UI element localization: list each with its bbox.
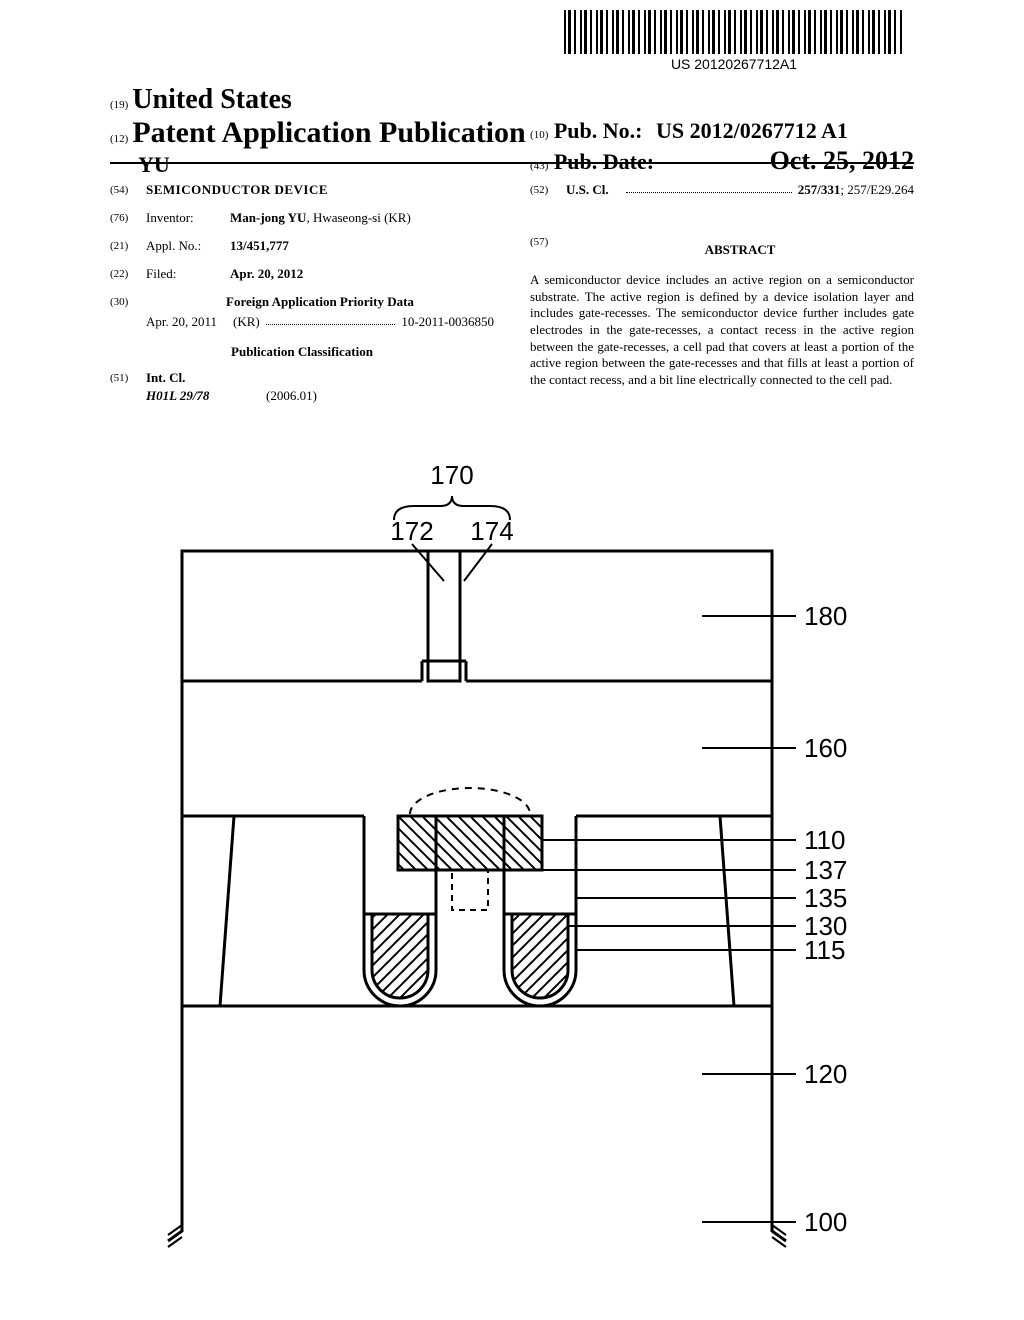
uscl-idx: (52) — [530, 182, 566, 198]
pub-right-block: (10) Pub. No.: US 2012/0267712 A1 (43) P… — [530, 118, 914, 176]
barcode-block: US 20120267712A1 — [564, 10, 904, 72]
header-rule — [110, 162, 914, 164]
inventor-name: Man-jong YU — [230, 210, 306, 225]
pub-number-line: (10) Pub. No.: US 2012/0267712 A1 — [530, 118, 914, 144]
filed-label: Filed: — [146, 266, 230, 282]
abstract-heading-row: (57) ABSTRACT — [530, 234, 914, 268]
barcode-label: US 20120267712A1 — [671, 56, 797, 72]
svg-text:115: 115 — [804, 935, 845, 965]
intcl-field: (51) Int. Cl. — [110, 370, 494, 386]
inventor-field: (76) Inventor: Man-jong YU, Hwaseong-si … — [110, 210, 494, 226]
filed-field: (22) Filed: Apr. 20, 2012 — [110, 266, 494, 282]
country-line: (19) United States — [110, 84, 914, 116]
uscl-label: U.S. Cl. — [566, 182, 620, 198]
intcl-code: H01L 29/78 — [146, 388, 266, 404]
title-idx: (54) — [110, 182, 146, 198]
barcode-icon — [564, 10, 904, 54]
filed-idx: (22) — [110, 266, 146, 282]
intcl-idx: (51) — [110, 370, 146, 386]
intcl-year: (2006.01) — [266, 388, 317, 404]
intcl-entry: H01L 29/78 (2006.01) — [110, 388, 494, 404]
fpd-number: 10-2011-0036850 — [401, 314, 494, 330]
pubno-idx: (10) — [530, 129, 548, 141]
biblio-right-column: (52) U.S. Cl. 257/331; 257/E29.264 (57) … — [512, 182, 914, 404]
patent-figure: 170172174180160110137135130115120100 — [112, 446, 912, 1266]
applno-value: 13/451,777 — [230, 238, 494, 254]
applno-field: (21) Appl. No.: 13/451,777 — [110, 238, 494, 254]
abstract-text: A semiconductor device includes an activ… — [530, 272, 914, 388]
inventor-label: Inventor: — [146, 210, 230, 226]
fpd-date: Apr. 20, 2011 — [146, 314, 217, 330]
pubdate-value: Oct. 25, 2012 — [770, 146, 914, 175]
fpd-heading-row: (30) Foreign Application Priority Data — [110, 294, 494, 310]
uscl-field: (52) U.S. Cl. 257/331; 257/E29.264 — [530, 182, 914, 198]
pubno-value: US 2012/0267712 A1 — [656, 118, 848, 143]
svg-text:174: 174 — [470, 516, 513, 546]
applno-idx: (21) — [110, 238, 146, 254]
fpd-country: (KR) — [233, 314, 260, 330]
uscl-dots — [626, 182, 792, 193]
uscl-value: 257/331; 257/E29.264 — [798, 182, 914, 198]
pub-kind: Patent Application Publication — [132, 116, 525, 149]
pubno-label: Pub. No.: — [554, 118, 643, 143]
fpd-heading: Foreign Application Priority Data — [146, 294, 494, 310]
biblio-left-column: (54) SEMICONDUCTOR DEVICE (76) Inventor:… — [110, 182, 512, 404]
fpd-dots — [266, 314, 396, 325]
inventor-addr: , Hwaseong-si (KR) — [306, 210, 410, 225]
svg-text:160: 160 — [804, 733, 847, 763]
fpd-idx: (30) — [110, 294, 146, 310]
filed-value: Apr. 20, 2012 — [230, 266, 494, 282]
svg-text:180: 180 — [804, 601, 847, 631]
title-field: (54) SEMICONDUCTOR DEVICE — [110, 182, 494, 198]
svg-text:172: 172 — [390, 516, 433, 546]
svg-text:100: 100 — [804, 1207, 847, 1237]
svg-text:170: 170 — [430, 460, 473, 490]
bibliographic-data: (54) SEMICONDUCTOR DEVICE (76) Inventor:… — [110, 182, 914, 404]
uscl-primary: 257/331 — [798, 182, 841, 197]
kind-idx: (12) — [110, 133, 128, 145]
svg-text:137: 137 — [804, 855, 847, 885]
pubclass-heading: Publication Classification — [110, 344, 494, 360]
figure-svg: 170172174180160110137135130115120100 — [112, 446, 912, 1266]
applno-label: Appl. No.: — [146, 238, 230, 254]
inventor-idx: (76) — [110, 210, 146, 226]
pub-date-line: (43) Pub. Date: Oct. 25, 2012 — [530, 146, 914, 176]
intcl-label: Int. Cl. — [146, 370, 494, 386]
country-idx: (19) — [110, 99, 128, 111]
svg-text:135: 135 — [804, 883, 847, 913]
svg-text:120: 120 — [804, 1059, 847, 1089]
svg-text:110: 110 — [804, 825, 845, 855]
abstract-idx: (57) — [530, 234, 566, 268]
title-value: SEMICONDUCTOR DEVICE — [146, 182, 494, 198]
uscl-secondary: ; 257/E29.264 — [840, 182, 914, 197]
patent-page: US 20120267712A1 (19) United States (12)… — [0, 0, 1024, 1320]
fpd-entry: Apr. 20, 2011 (KR) 10-2011-0036850 — [110, 314, 494, 330]
country-name: United States — [132, 84, 291, 115]
abstract-heading: ABSTRACT — [566, 242, 914, 258]
inventor-value: Man-jong YU, Hwaseong-si (KR) — [230, 210, 494, 226]
